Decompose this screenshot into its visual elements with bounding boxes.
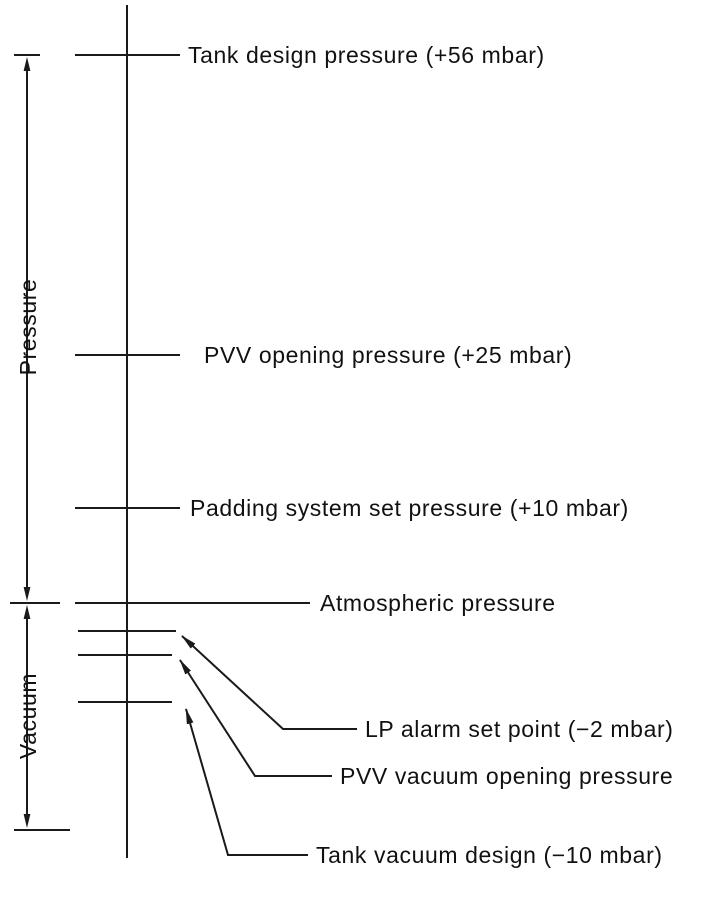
- label-pvv-vacuum-opening: PVV vacuum opening pressure: [340, 763, 673, 789]
- arrow-up-icon: [23, 57, 31, 71]
- label-pressure-range: Pressure: [15, 279, 41, 376]
- label-vacuum-range: Vacuum: [15, 673, 41, 759]
- label-lp-alarm-set-point: LP alarm set point (−2 mbar): [365, 716, 673, 742]
- label-atmospheric-pressure: Atmospheric pressure: [320, 590, 556, 616]
- arrow-down-icon: [23, 814, 31, 828]
- label-tank-design-pressure: Tank design pressure (+56 mbar): [188, 42, 545, 68]
- label-tank-vacuum-design: Tank vacuum design (−10 mbar): [316, 842, 663, 868]
- label-padding-set-pressure: Padding system set pressure (+10 mbar): [190, 495, 629, 521]
- leader-lp-alarm: [181, 635, 357, 730]
- arrow-up-icon: [23, 605, 31, 619]
- label-pvv-opening-pressure: PVV opening pressure (+25 mbar): [204, 342, 572, 368]
- arrow-down-icon: [23, 587, 31, 601]
- leader-pvv-vacuum-opening: [179, 659, 332, 777]
- leader-tank-vacuum-design: [185, 708, 308, 856]
